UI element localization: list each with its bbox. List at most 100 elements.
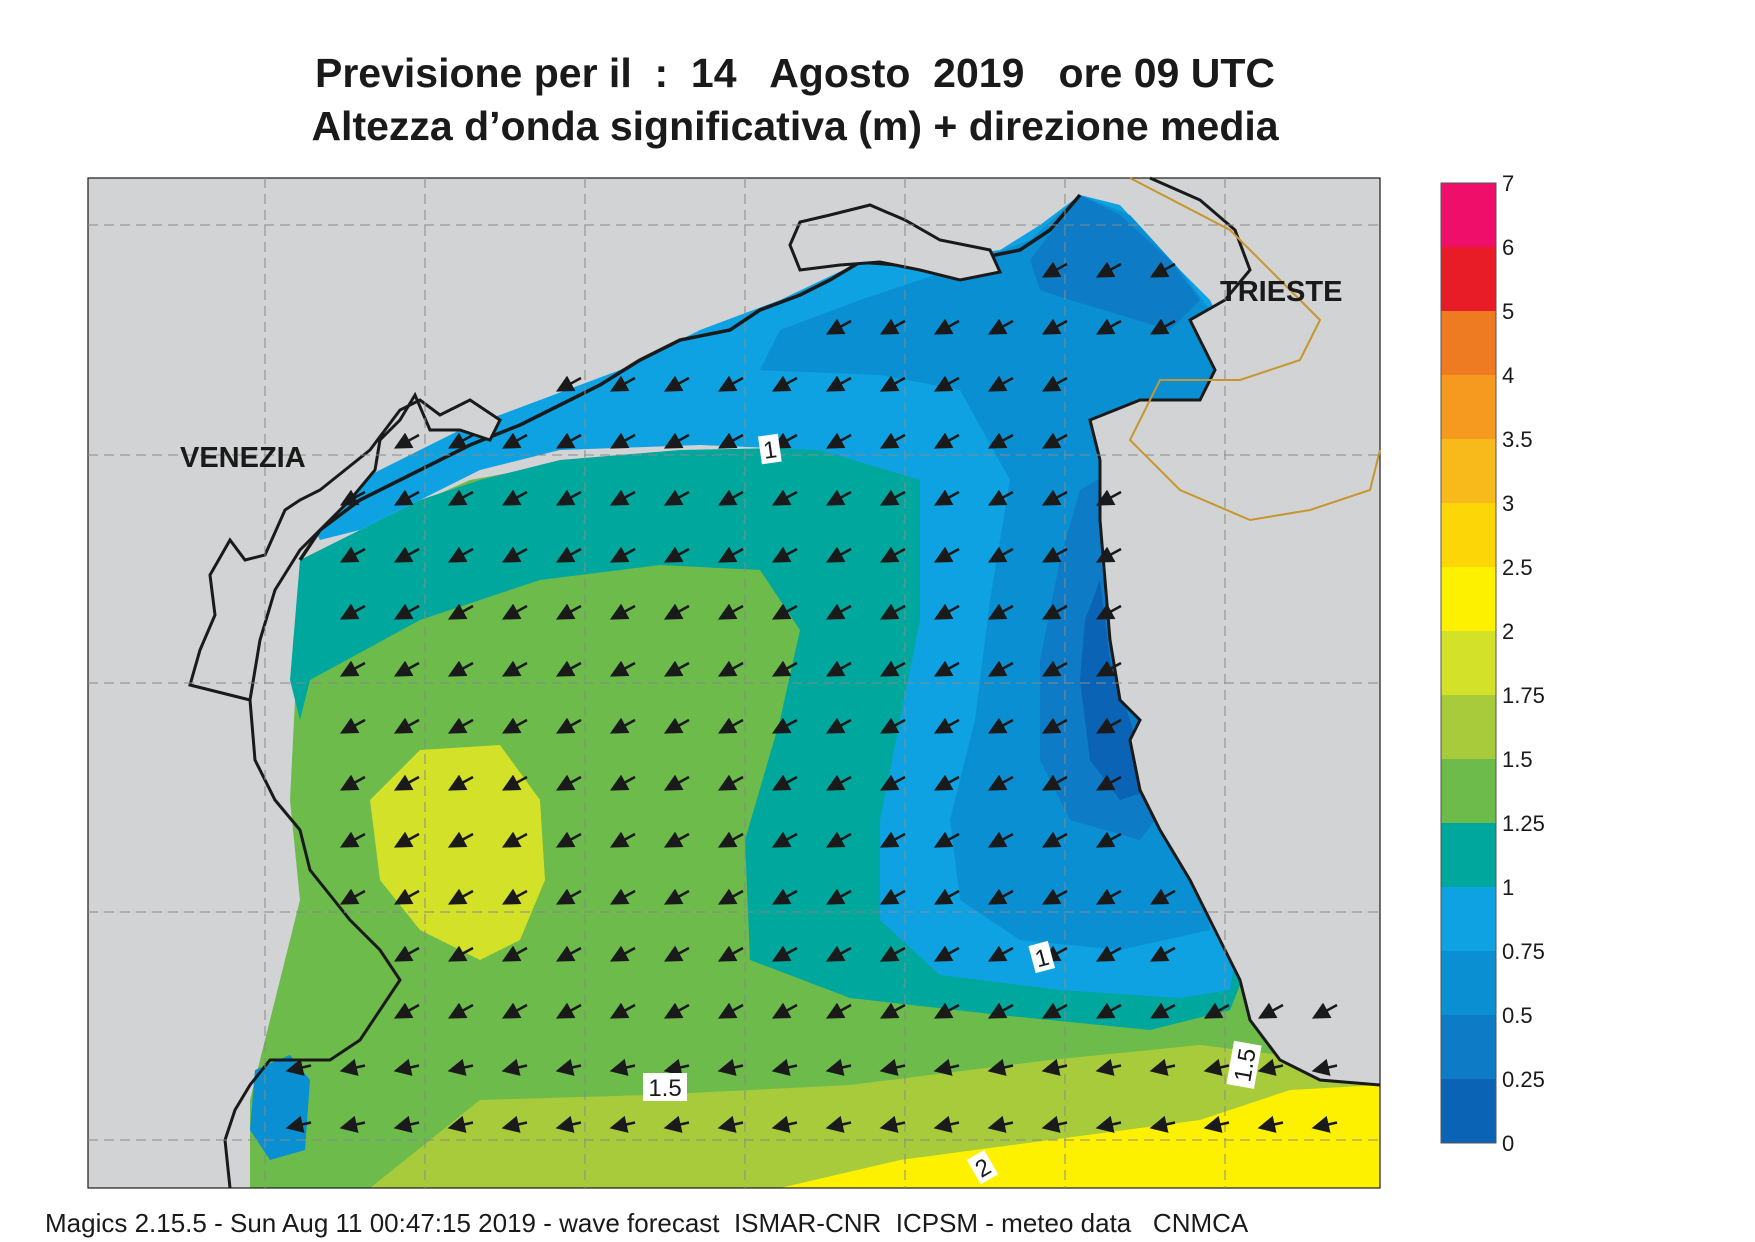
wave-arrow [987,1058,1014,1076]
wave-arrow [879,1002,906,1019]
wave-arrow [1041,717,1068,734]
wave-arrow [717,1002,744,1019]
legend-tick-label: 6 [1502,235,1514,260]
wave-arrow [339,888,366,905]
wave-arrow [825,1002,852,1019]
wave-arrow [825,774,852,791]
wave-arrow [879,489,906,506]
wave-arrow [771,717,798,734]
wave-arrow [1041,603,1068,620]
legend-tick-label: 0.5 [1502,1003,1533,1028]
wave-arrow [339,774,366,791]
wave-arrow [609,774,636,791]
wave-arrow [771,1115,798,1133]
wave-arrow [987,831,1014,848]
wave-arrow [609,717,636,734]
wave-arrow [1095,1002,1122,1019]
wave-arrow [1095,831,1122,848]
wave-arrow [717,945,744,962]
legend-swatch [1441,631,1496,695]
wave-arrow [1041,261,1068,278]
wave-arrow [447,774,474,791]
wave-arrow [663,888,690,905]
wave-arrow [1095,945,1122,962]
wave-arrow [663,1002,690,1019]
wave-arrow [663,375,690,392]
wave-arrow [771,774,798,791]
wave-arrow [339,603,366,620]
contour-label-2: 2 [966,1150,999,1185]
wave-arrow [879,774,906,791]
wave-arrow [501,546,528,563]
wave-arrow [663,432,690,449]
wave-arrow [933,375,960,392]
contour-label-text: 1.5 [1229,1046,1261,1084]
wave-arrow [393,1058,420,1076]
wave-arrow [825,375,852,392]
wave-arrow [825,888,852,905]
city-label-venezia: VENEZIA [180,442,306,474]
wave-arrow [987,432,1014,449]
wave-arrow [933,489,960,506]
legend-tick-label: 0.25 [1502,1067,1545,1092]
wave-arrow [987,375,1014,392]
wave-arrow [1203,1002,1230,1019]
wave-arrow [609,660,636,677]
wave-arrow [987,945,1014,962]
wave-arrow [1041,774,1068,791]
wave-arrow [1041,432,1068,449]
wave-arrow [501,888,528,905]
legend-tick-label: 7 [1502,171,1514,196]
wave-arrow [825,1115,852,1133]
wave-arrow [609,489,636,506]
wave-arrow [717,888,744,905]
wave-arrow [1095,318,1122,335]
wave-arrow [501,774,528,791]
wave-arrow [933,660,960,677]
wave-arrow [1095,888,1122,905]
legend-swatch [1441,311,1496,375]
wave-arrow [717,660,744,677]
wave-arrow [447,660,474,677]
wave-arrow [393,660,420,677]
wave-arrow [501,660,528,677]
wave-arrow [447,1002,474,1019]
wave-arrow [933,603,960,620]
wave-arrow [1041,888,1068,905]
legend-swatch [1441,759,1496,823]
legend-tick-label: 3 [1502,491,1514,516]
wave-arrow [825,489,852,506]
wave-arrow [609,831,636,848]
wave-arrow [987,1115,1014,1133]
wave-arrow [663,1058,690,1076]
wave-arrow [717,1115,744,1133]
wave-arrow [285,1115,312,1133]
wave-arrow [1095,489,1122,506]
wave-arrow [555,945,582,962]
legend-swatch [1441,503,1496,567]
wave-arrow [879,603,906,620]
legend-swatch [1441,1079,1496,1143]
wave-arrow [1149,261,1176,278]
wave-arrow [825,318,852,335]
wave-arrow [339,831,366,848]
wave-arrow [987,318,1014,335]
wave-arrow [717,489,744,506]
wave-arrow [501,717,528,734]
wave-arrow [879,1115,906,1133]
wave-arrow [825,660,852,677]
wave-arrow [339,660,366,677]
wave-arrow [501,1002,528,1019]
wave-arrow [1149,1115,1176,1133]
wave-arrow [987,546,1014,563]
wave-arrow [933,1002,960,1019]
wave-arrow [1041,546,1068,563]
legend-tick-label: 5 [1502,299,1514,324]
wave-arrow [609,603,636,620]
contour-label-box [758,433,782,465]
contour-label-text: 1 [762,436,779,465]
wave-arrow [609,1058,636,1076]
wave-arrow [339,489,366,506]
title-line-1: Previsione per il : 14 Agosto 2019 ore 0… [314,50,1276,96]
